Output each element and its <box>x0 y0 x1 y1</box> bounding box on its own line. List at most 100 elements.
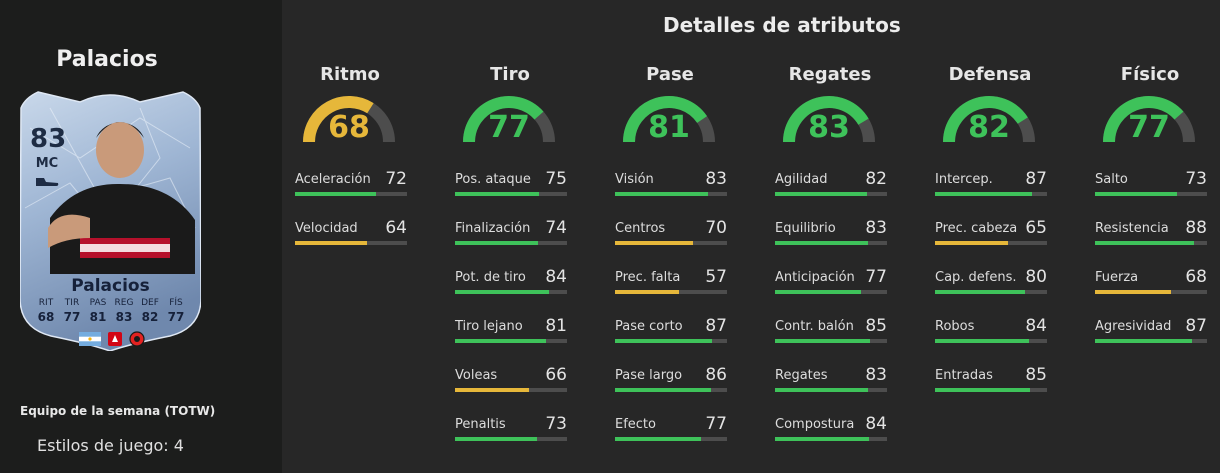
sub-attribute-bar <box>935 192 1047 196</box>
sub-attribute-resistencia: Resistencia 88 <box>1095 218 1209 247</box>
sub-attribute-value: 86 <box>705 365 727 385</box>
sub-attribute-bar-fill <box>1095 290 1172 294</box>
player-card[interactable]: 83 MC Palacios RIT 68 TIR 77 PAS 81 REG 83 D… <box>20 88 201 351</box>
sub-attribute-entradas: Entradas 85 <box>935 365 1049 394</box>
sub-attribute-robos: Robos 84 <box>935 316 1049 345</box>
sub-attribute-intercep: Intercep. 87 <box>935 169 1049 198</box>
sub-attribute-value: 82 <box>865 169 887 189</box>
sub-attribute-agilidad: Agilidad 82 <box>775 169 889 198</box>
sub-attribute-name: Robos <box>935 319 975 334</box>
club-crest-icon <box>129 331 145 347</box>
sub-attribute-value: 83 <box>865 365 887 385</box>
player-panel: Palacios 83 <box>0 0 282 473</box>
sub-attribute-vision: Visión 83 <box>615 169 729 198</box>
sub-attribute-penaltis: Penaltis 73 <box>455 414 569 443</box>
sub-attribute-name: Visión <box>615 172 654 187</box>
sub-attribute-name: Penaltis <box>455 417 506 432</box>
sub-attribute-bar-fill <box>455 388 529 392</box>
sub-attribute-bar-fill <box>615 388 712 392</box>
gauge-arc <box>1103 96 1195 143</box>
attribute-overall-value: 77 <box>1128 110 1170 145</box>
attribute-gauge: 81 <box>619 92 719 150</box>
attributes-title: Detalles de atributos <box>663 13 901 37</box>
attribute-column-title: Regates <box>788 64 872 85</box>
sub-attribute-bar <box>935 241 1047 245</box>
sub-attribute-name: Pase corto <box>615 319 683 334</box>
sub-attribute-bar-fill <box>935 388 1031 392</box>
sub-attribute-value: 81 <box>545 316 567 336</box>
sub-attribute-bar-fill <box>935 290 1025 294</box>
sub-attribute-name: Entradas <box>935 368 993 383</box>
sub-attribute-value: 85 <box>1025 365 1047 385</box>
sub-attribute-bar-fill <box>775 388 868 392</box>
sub-attribute-bar-fill <box>295 241 367 245</box>
sub-attribute-bar-fill <box>775 339 871 343</box>
card-stat: DEF 82 <box>141 298 159 324</box>
sub-attribute-value: 64 <box>385 218 407 238</box>
sub-attribute-value: 87 <box>1025 169 1047 189</box>
sub-attribute-name: Agresividad <box>1095 319 1172 334</box>
sub-attribute-bar <box>455 388 567 392</box>
playstyles-count[interactable]: Estilos de juego: 4 <box>37 436 184 455</box>
sub-attribute-pos-ataque: Pos. ataque 75 <box>455 169 569 198</box>
sub-attribute-name: Prec. falta <box>615 270 681 285</box>
sub-attribute-value: 84 <box>545 267 567 287</box>
attribute-column-regates: Regates 83 Agilidad 82 Equilibrio 83 Anticipac… <box>775 64 889 441</box>
attribute-column-ritmo: Ritmo 68 Aceleración 72 Velocidad 64 <box>295 64 409 245</box>
sub-attribute-value: 84 <box>1025 316 1047 336</box>
attribute-column-fisico: Físico 77 Salto 73 Resistencia 88 Fuerza 68 Agre… <box>1095 64 1209 343</box>
sub-attribute-anticipacion: Anticipación 77 <box>775 267 889 296</box>
sub-attribute-bar-fill <box>615 192 708 196</box>
sub-attribute-name: Prec. cabeza <box>935 221 1018 236</box>
attribute-gauge: 77 <box>459 92 559 150</box>
sub-attribute-bar-fill <box>615 241 694 245</box>
sub-attribute-bar <box>455 192 567 196</box>
sub-attribute-agresividad: Agresividad 87 <box>1095 316 1209 345</box>
sub-attribute-bar <box>455 437 567 441</box>
sub-attribute-cap-defens: Cap. defens. 80 <box>935 267 1049 296</box>
sub-attribute-bar-fill <box>455 339 546 343</box>
card-player-name: Palacios <box>71 276 150 296</box>
sub-attribute-bar <box>935 290 1047 294</box>
sub-attribute-value: 80 <box>1025 267 1047 287</box>
sub-attribute-value: 72 <box>385 169 407 189</box>
sub-attribute-name: Compostura <box>775 417 855 432</box>
attribute-overall-value: 77 <box>488 110 530 145</box>
sub-attribute-name: Contr. balón <box>775 319 854 334</box>
attribute-column-title: Defensa <box>948 64 1032 85</box>
sub-attribute-bar <box>1095 241 1207 245</box>
sub-attribute-bar-fill <box>1095 241 1194 245</box>
sub-attribute-value: 77 <box>705 414 727 434</box>
attribute-gauge: 77 <box>1099 92 1199 150</box>
sub-attribute-name: Fuerza <box>1095 270 1139 285</box>
sub-attribute-bar <box>295 192 407 196</box>
sub-attribute-bar <box>615 388 727 392</box>
attribute-column-pase: Pase 81 Visión 83 Centros 70 Prec. falta 57 Pase… <box>615 64 729 441</box>
sub-attribute-value: 77 <box>865 267 887 287</box>
sub-attribute-value: 68 <box>1185 267 1207 287</box>
sub-attribute-bar <box>935 388 1047 392</box>
sub-attribute-voleas: Voleas 66 <box>455 365 569 394</box>
sub-attribute-finalizacion: Finalización 74 <box>455 218 569 247</box>
sub-attribute-bar <box>455 339 567 343</box>
sub-attribute-name: Centros <box>615 221 666 236</box>
sub-attribute-bar <box>775 241 887 245</box>
card-rating: 83 <box>30 124 67 154</box>
sub-attribute-salto: Salto 73 <box>1095 169 1209 198</box>
sub-attribute-bar-fill <box>455 192 539 196</box>
sub-attribute-name: Tiro lejano <box>455 319 523 334</box>
sub-attribute-name: Anticipación <box>775 270 855 285</box>
sub-attribute-bar <box>775 290 887 294</box>
sub-attribute-fuerza: Fuerza 68 <box>1095 267 1209 296</box>
attribute-column-tiro: Tiro 77 Pos. ataque 75 Finalización 74 Pot. de… <box>455 64 569 441</box>
sub-attribute-name: Aceleración <box>295 172 371 187</box>
sub-attribute-value: 83 <box>865 218 887 238</box>
sub-attribute-name: Finalización <box>455 221 531 236</box>
attribute-overall-value: 68 <box>328 110 370 145</box>
card-background <box>20 91 201 351</box>
sub-attribute-centros: Centros 70 <box>615 218 729 247</box>
sub-attribute-name: Cap. defens. <box>935 270 1017 285</box>
sub-attribute-bar-fill <box>1095 192 1177 196</box>
card-stat: REG 83 <box>114 298 134 324</box>
sub-attribute-bar-fill <box>935 192 1033 196</box>
